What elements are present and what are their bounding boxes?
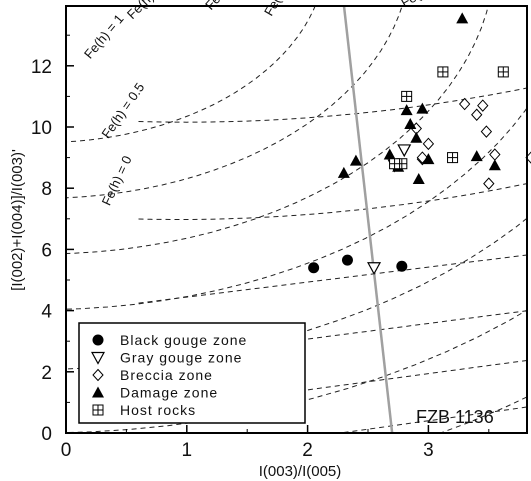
x-axis-title: I(003)/I(005): [259, 463, 342, 480]
iso-line-feh: [66, 6, 316, 143]
data-point-breccia-zone: [477, 99, 489, 112]
legend-marker-host-rocks: [92, 404, 104, 416]
marker-shape: [456, 12, 469, 24]
iso-line-feh: [66, 6, 489, 254]
data-point-breccia-zone: [471, 108, 483, 122]
marker-shape: [483, 177, 495, 190]
marker-shape: [367, 262, 382, 276]
marker-shape: [92, 386, 104, 398]
x-tick-label: 3: [423, 440, 434, 461]
y-tick-label: 12: [31, 57, 52, 78]
data-point-breccia-zone: [458, 97, 471, 111]
marker-shape: [400, 104, 413, 116]
y-tick-label: 2: [41, 363, 52, 384]
y-tick-label: 8: [41, 179, 52, 200]
data-point-damage-zone: [422, 153, 435, 165]
data-point-damage-zone: [410, 131, 423, 143]
x-tick-label: 0: [61, 440, 72, 461]
marker-shape: [308, 262, 320, 274]
data-point-damage-zone: [400, 104, 413, 116]
x-tick-label: 1: [182, 440, 193, 461]
legend-marker-damage-zone: [92, 386, 104, 398]
marker-shape: [341, 254, 353, 266]
marker-shape: [488, 159, 501, 171]
data-point-host-rocks: [447, 152, 459, 164]
data-point-damage-zone: [404, 117, 417, 129]
legend-label-black-gouge-zone: Black gouge zone: [120, 332, 247, 348]
y-tick-label: 4: [41, 302, 52, 323]
marker-shape: [422, 137, 435, 151]
marker-shape: [397, 144, 412, 158]
legend-marker-breccia-zone: [92, 368, 104, 382]
data-point-breccia-zone: [422, 137, 435, 151]
marker-shape: [489, 148, 501, 161]
sample-label: FZB 1136: [416, 407, 494, 427]
marker-shape: [383, 148, 396, 160]
marker-shape: [471, 108, 483, 122]
y-tick-label: 0: [41, 424, 52, 445]
legend-marker-gray-gouge-zone: [90, 351, 106, 365]
data-point-damage-zone: [416, 102, 429, 114]
marker-shape: [422, 153, 435, 165]
data-point-host-rocks: [389, 158, 401, 170]
data-point-damage-zone: [383, 148, 396, 160]
y-axis-title: [I(002)+I(004)]/I(003)': [9, 149, 26, 291]
marker-shape: [470, 150, 483, 162]
fe-h-label: Fe(h) = 0: [99, 153, 135, 207]
data-point-host-rocks: [437, 66, 449, 78]
data-point-breccia-zone: [489, 148, 501, 161]
iso-line-feh: [66, 217, 527, 370]
data-point-damage-zone: [470, 150, 483, 162]
marker-shape: [412, 173, 425, 185]
data-point-host-rocks: [401, 90, 413, 102]
iso-line-fes: [138, 254, 527, 304]
iso-line-feh: [66, 107, 527, 310]
marker-shape: [396, 260, 408, 272]
marker-shape: [92, 368, 104, 382]
data-point-damage-zone: [412, 173, 425, 185]
reference-line: [342, 6, 394, 433]
data-point-damage-zone: [488, 159, 501, 171]
data-point-black-gouge-zone: [308, 262, 320, 274]
fe-h-label: Fe(h) = 1.5: [124, 0, 180, 22]
legend-label-damage-zone: Damage zone: [120, 385, 218, 401]
marker-shape: [349, 154, 362, 166]
data-point-damage-zone: [456, 12, 469, 24]
fe-h-label: Fe(h) = 0.5: [98, 80, 147, 141]
data-point-host-rocks: [497, 66, 509, 78]
marker-shape: [477, 99, 489, 112]
marker-shape: [480, 125, 493, 138]
fe-h-label: Fe(h) = 2.5: [261, 0, 306, 18]
data-point-breccia-zone: [483, 177, 495, 190]
plot-frame: [65, 5, 528, 434]
legend-box: [78, 322, 306, 424]
data-point-breccia-zone: [480, 125, 493, 138]
legend-marker-black-gouge-zone: [92, 334, 104, 346]
marker-shape: [416, 102, 429, 114]
legend-label-host-rocks: Host rocks: [120, 402, 196, 418]
iso-line-feh: [66, 309, 527, 433]
marker-shape: [92, 334, 104, 346]
marker-shape: [90, 351, 106, 365]
fe-h-label: Fe(h) = 1: [81, 11, 127, 61]
data-point-damage-zone: [337, 166, 350, 178]
y-tick-label: 10: [31, 118, 52, 139]
data-point-black-gouge-zone: [341, 254, 353, 266]
iso-line-feh: [66, 6, 403, 199]
marker-shape: [337, 166, 350, 178]
marker-shape: [410, 131, 423, 143]
marker-shape: [404, 117, 417, 129]
legend-label-breccia-zone: Breccia zone: [120, 367, 213, 383]
x-tick-label: 2: [302, 440, 313, 461]
data-point-damage-zone: [349, 154, 362, 166]
marker-shape: [458, 97, 471, 111]
y-tick-label: 6: [41, 240, 52, 261]
data-point-gray-gouge-zone: [397, 144, 412, 158]
data-point-black-gouge-zone: [396, 260, 408, 272]
legend-label-gray-gouge-zone: Gray gouge zone: [120, 350, 242, 366]
data-point-gray-gouge-zone: [367, 262, 382, 276]
